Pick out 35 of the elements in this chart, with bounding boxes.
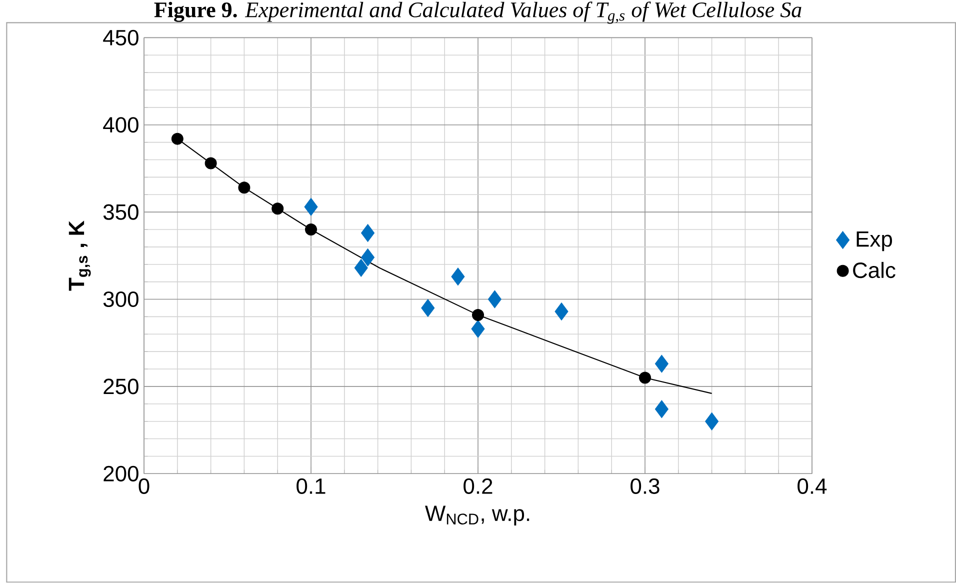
legend-label: Calc	[853, 262, 896, 278]
x-tick-label: 0.1	[296, 478, 326, 494]
point	[705, 412, 719, 430]
x-tick-label: 0.2	[464, 478, 492, 494]
y-tick-label: 200	[104, 466, 138, 482]
x-tick-label: 0.4	[798, 478, 827, 494]
chart-title: Figure 9. Experimental and Calculated Values of T$_{g,s}$ of Wet Cellulose Sa	[154, 2, 802, 24]
legend-label: Exp	[856, 232, 892, 252]
point	[554, 302, 568, 321]
y-axis-title: T$_{g,s}$ , K	[68, 220, 91, 291]
y-tick-label: 250	[104, 378, 138, 394]
point	[654, 355, 668, 373]
point	[361, 224, 375, 242]
y-tick-label: 350	[103, 204, 138, 220]
x-tick-label: 0	[138, 478, 150, 494]
point	[272, 202, 284, 215]
point	[421, 299, 435, 318]
y-tick-label: 400	[103, 117, 138, 133]
y-tick-label: 450	[103, 30, 138, 46]
point	[361, 248, 375, 267]
x-tick-label: 0.3	[630, 478, 660, 494]
point	[171, 132, 184, 145]
point	[654, 400, 668, 418]
y-tick-label: 300	[103, 292, 138, 308]
point	[204, 157, 217, 170]
point	[472, 309, 484, 322]
x-axis-title: W$_{NCD}$, w.p.	[425, 506, 530, 526]
point	[305, 224, 318, 236]
point	[471, 320, 485, 338]
point	[304, 198, 318, 216]
point	[488, 290, 502, 308]
point	[238, 182, 250, 194]
point	[451, 268, 465, 286]
point	[354, 259, 368, 277]
point	[638, 372, 651, 384]
